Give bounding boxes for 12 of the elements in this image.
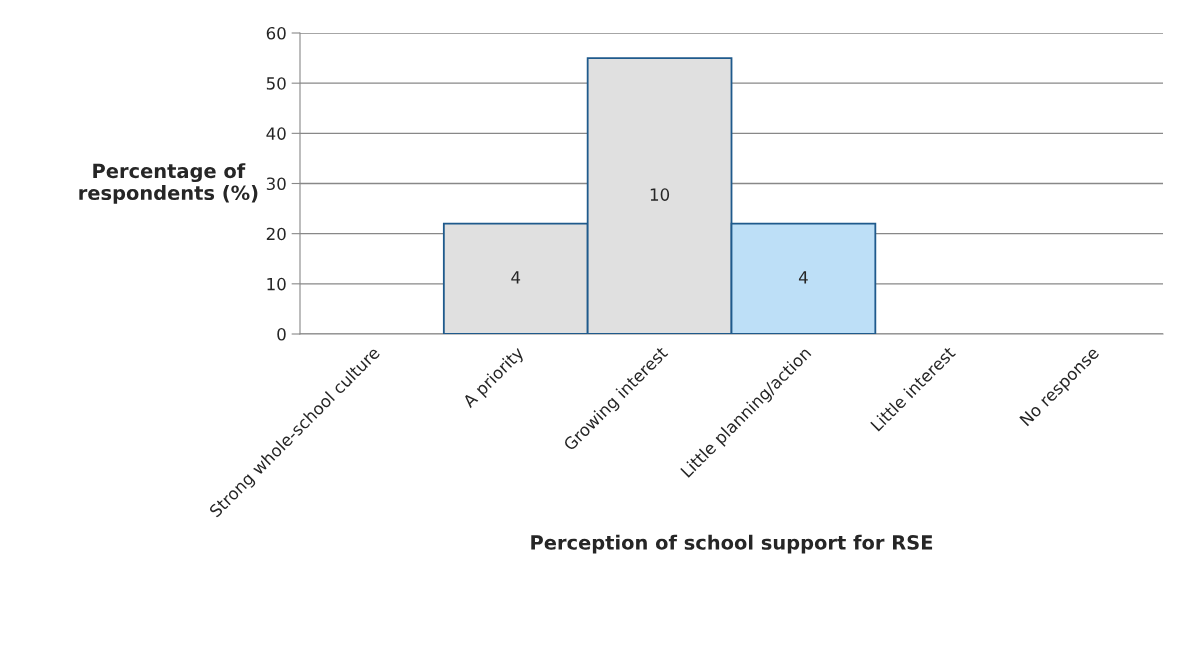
annotation: 4 (511, 271, 521, 284)
x-axis-title: Perception of school support for RSE (531, 534, 933, 554)
y-axis-title: Percentage of respondents (%) (79, 163, 258, 204)
annotation: 10 (650, 188, 670, 201)
y-tick-label: 20 (266, 227, 286, 241)
annotation: 4 (798, 271, 808, 284)
y-tick-label: 10 (267, 277, 286, 291)
y-tick-label: 40 (266, 127, 286, 140)
y-tick-label: 50 (266, 77, 286, 90)
y-tick-label: 0 (277, 327, 286, 341)
y-tick-label: 30 (266, 177, 286, 191)
y-tick-label: 60 (266, 26, 286, 40)
